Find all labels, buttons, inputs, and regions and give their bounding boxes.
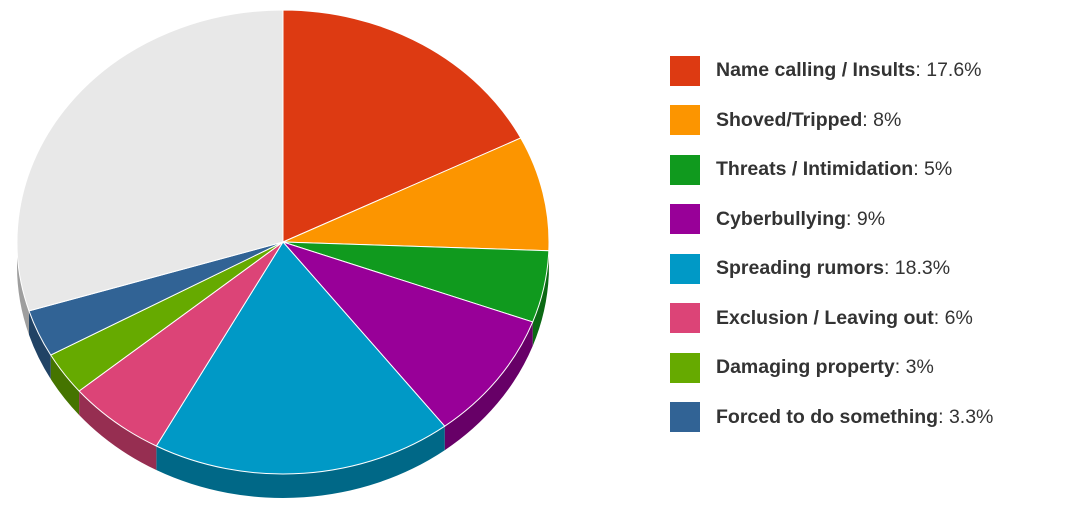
- legend-separator: :: [846, 207, 857, 230]
- legend-separator: :: [883, 257, 895, 280]
- pie-slice-cyberbullying-side: [444, 321, 533, 451]
- legend-swatch: [670, 105, 700, 136]
- legend-label: Forced to do something: [716, 405, 939, 428]
- legend-item-forced-to-do-something: Forced to do something: 3.3%: [670, 393, 1060, 443]
- pie-slice-exclusion-leaving-out-side: [79, 391, 157, 471]
- legend-value: 5%: [924, 158, 953, 181]
- legend-separator: :: [938, 405, 949, 428]
- legend-text: Forced to do something: 3.3%: [716, 406, 993, 429]
- pie-plot-area: [16, 9, 550, 499]
- legend-separator: :: [862, 108, 874, 131]
- pie-slice-name-calling-insults: [282, 9, 522, 243]
- legend-swatch: [670, 253, 700, 284]
- pie-slices: [16, 9, 550, 475]
- legend-swatch: [670, 303, 700, 334]
- legend-separator: :: [933, 306, 945, 329]
- legend-value: 3%: [905, 356, 934, 379]
- legend-text: Damaging property: 3%: [716, 356, 934, 379]
- legend-item-spreading-rumors: Spreading rumors: 18.3%: [670, 244, 1060, 294]
- legend-value: 8%: [873, 108, 902, 131]
- pie-slice-shoved-tripped: [282, 137, 550, 252]
- pie-depth: [17, 242, 549, 499]
- legend-value: 18.3%: [894, 257, 951, 280]
- legend-text: Name calling / Insults: 17.6%: [716, 59, 982, 82]
- legend-text: Exclusion / Leaving out: 6%: [716, 307, 973, 330]
- pie-slice-spreading-rumors-side: [156, 426, 445, 499]
- legend-swatch: [670, 154, 700, 185]
- pie-slice-cyberbullying: [282, 241, 534, 427]
- chart-legend: Name calling / Insults: 17.6% Shoved/Trip…: [670, 46, 1060, 442]
- legend-value: 9%: [856, 207, 886, 230]
- legend-swatch: [670, 352, 700, 383]
- legend-label: Exclusion / Leaving out: [716, 306, 934, 329]
- legend-separator: :: [913, 158, 925, 181]
- legend-separator: :: [894, 356, 906, 379]
- legend-label: Damaging property: [716, 356, 895, 379]
- legend-item-name-calling-insults: Name calling / Insults: 17.6%: [670, 46, 1060, 96]
- legend-swatch: [670, 402, 700, 433]
- legend-value: 17.6%: [926, 59, 982, 82]
- legend-item-damaging-property: Damaging property: 3%: [670, 343, 1060, 393]
- legend-item-threats-intimidation: Threats / Intimidation: 5%: [670, 145, 1060, 195]
- legend-item-cyberbullying: Cyberbullying: 9%: [670, 195, 1060, 245]
- pie-slice-damaging-property-side: [50, 355, 80, 416]
- pie-slice-forced-to-do-something-side: [29, 310, 51, 380]
- legend-swatch: [670, 55, 700, 86]
- pie-slice-threats-intimidation-side: [532, 250, 549, 346]
- pie-slice-remainder-side: [17, 242, 30, 335]
- legend-label: Spreading rumors: [716, 257, 884, 280]
- legend-text: Shoved/Tripped: 8%: [716, 109, 901, 132]
- legend-text: Threats / Intimidation: 5%: [716, 158, 952, 181]
- legend-value: 6%: [944, 306, 973, 329]
- legend-value: 3.3%: [948, 405, 994, 428]
- legend-label: Threats / Intimidation: [716, 158, 914, 181]
- legend-item-exclusion-leaving-out: Exclusion / Leaving out: 6%: [670, 294, 1060, 344]
- legend-separator: :: [915, 59, 927, 82]
- legend-label: Cyberbullying: [716, 207, 847, 230]
- legend-item-shoved-tripped: Shoved/Tripped: 8%: [670, 96, 1060, 146]
- legend-text: Spreading rumors: 18.3%: [716, 257, 950, 280]
- pie-slice-spreading-rumors: [155, 241, 446, 475]
- legend-swatch: [670, 204, 700, 235]
- legend-text: Cyberbullying: 9%: [716, 208, 885, 231]
- legend-label: Shoved/Tripped: [716, 108, 863, 131]
- pie-slice-remainder: [16, 9, 284, 312]
- legend-label: Name calling / Insults: [716, 59, 916, 82]
